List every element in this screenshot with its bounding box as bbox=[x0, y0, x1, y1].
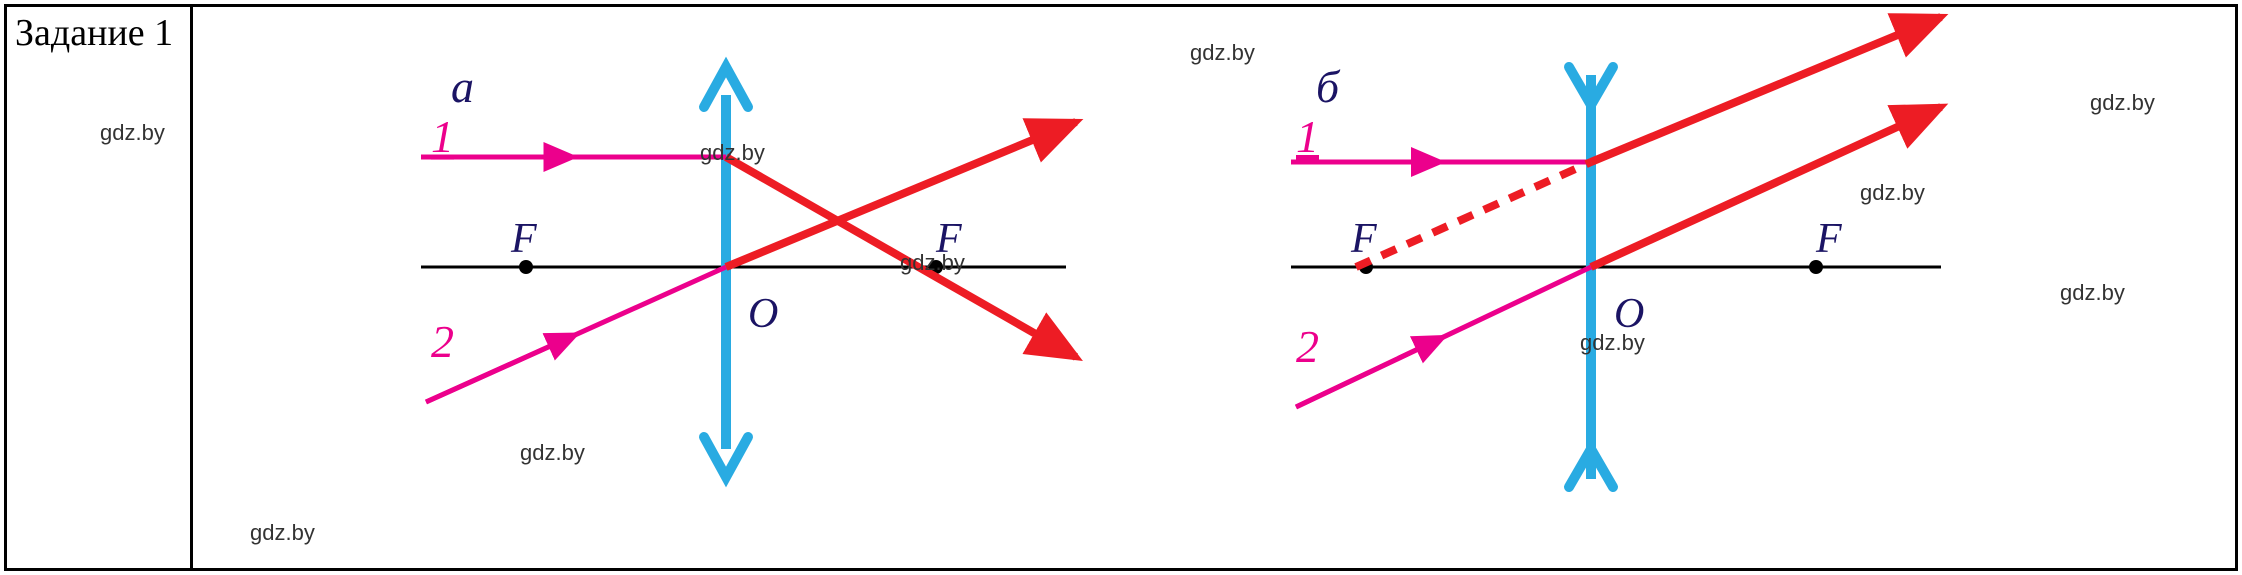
task-cell: Задание 1 bbox=[7, 7, 193, 568]
ray1-out-b bbox=[1591, 17, 1941, 162]
ray1-virtual bbox=[1356, 162, 1591, 267]
ray2-out bbox=[726, 122, 1076, 267]
focal-right-b bbox=[1809, 260, 1823, 274]
watermark: gdz.by bbox=[250, 520, 315, 546]
F-right-label-b: F bbox=[1815, 216, 1842, 262]
O-label: O bbox=[748, 291, 778, 337]
ray2-label: 2 bbox=[431, 316, 454, 367]
ray2-label-b: 2 bbox=[1296, 321, 1319, 372]
watermark: gdz.by bbox=[700, 140, 765, 166]
watermark: gdz.by bbox=[1580, 330, 1645, 356]
ray1-label-b: 1 bbox=[1296, 111, 1319, 162]
watermark: gdz.by bbox=[1860, 180, 1925, 206]
focal-left bbox=[519, 260, 533, 274]
watermark: gdz.by bbox=[900, 250, 965, 276]
diagram-area: а12FFOб12FFO bbox=[196, 7, 2235, 568]
ray1-label: 1 bbox=[431, 111, 454, 162]
diagram-label-a: а bbox=[451, 61, 474, 112]
F-left-label: F bbox=[510, 216, 537, 262]
watermark: gdz.by bbox=[1190, 40, 1255, 66]
diagram-label-b: б bbox=[1316, 61, 1341, 112]
watermark: gdz.by bbox=[100, 120, 165, 146]
outer-border: Задание 1 а12FFOб12FFO bbox=[4, 4, 2238, 571]
task-title: Задание 1 bbox=[15, 11, 173, 55]
watermark: gdz.by bbox=[520, 440, 585, 466]
watermark: gdz.by bbox=[2090, 90, 2155, 116]
F-left-label-b: F bbox=[1350, 216, 1377, 262]
diagram-svg: а12FFOб12FFO bbox=[196, 7, 2242, 572]
watermark: gdz.by bbox=[2060, 280, 2125, 306]
